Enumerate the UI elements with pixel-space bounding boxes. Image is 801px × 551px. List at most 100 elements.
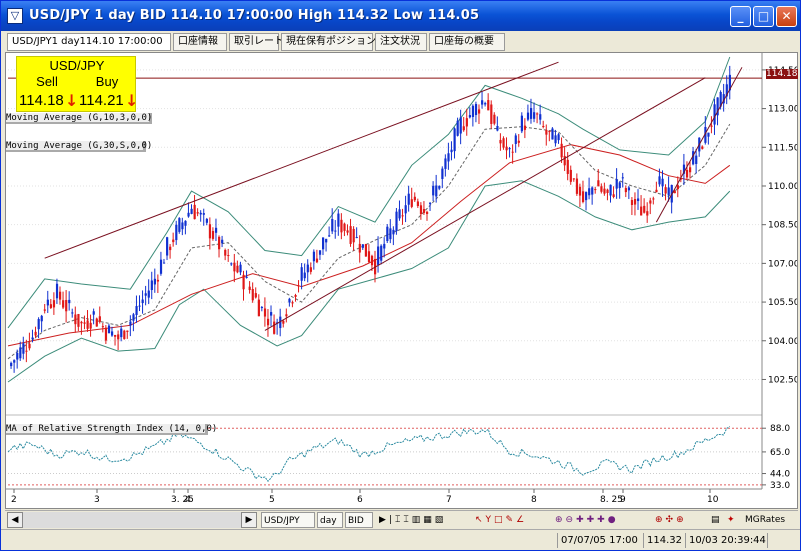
zoom-tools[interactable]: ⊕⊖✚✚✚●: [555, 515, 619, 525]
candle-body: [355, 237, 358, 239]
candle-body: [383, 243, 386, 249]
tab-order-status[interactable]: 注文状況: [375, 33, 427, 51]
candle-body: [505, 146, 508, 151]
candle-body: [640, 206, 643, 216]
candle-body: [13, 360, 16, 363]
indicator-label-rsi[interactable]: MA of Relative Strength Index (14, 0,0): [6, 424, 218, 435]
candle-body: [233, 262, 236, 272]
candle-body: [129, 321, 132, 326]
candle-body: [575, 178, 579, 194]
title-bar[interactable]: ▽ USD/JPY 1 day BID 114.10 17:00:00 High…: [1, 1, 800, 31]
bollinger-lower-band: [7, 180, 731, 383]
candle-body: [214, 227, 218, 233]
candle-body: [465, 118, 468, 127]
candle-body: [551, 128, 554, 140]
print-icon[interactable]: ▤: [711, 515, 720, 525]
candle-body: [597, 180, 600, 187]
candle-body: [34, 331, 37, 336]
sell-price[interactable]: 114.18: [19, 92, 64, 109]
candle-body: [591, 187, 594, 195]
candle-body: [419, 205, 423, 215]
tab-account-summary[interactable]: 口座毎の概要: [429, 33, 505, 51]
quote-panel[interactable]: USD/JPY Sell Buy 114.18 114.21 ↓ ↓: [16, 56, 138, 112]
chart-style-tools[interactable]: ▶|⌶⌶▥▦▧: [379, 515, 447, 525]
period-select[interactable]: day: [317, 512, 343, 528]
candle-body: [138, 305, 141, 307]
tab-chart[interactable]: USD/JPY1 day114.10 17:00:00: [7, 33, 171, 51]
candle-body: [205, 218, 208, 223]
candle-body: [410, 199, 413, 207]
buy-price[interactable]: 114.21: [79, 92, 124, 109]
symbol-select[interactable]: USD/JPY: [261, 512, 315, 528]
candle-body: [529, 108, 533, 119]
price-tick-label: 108.50: [768, 221, 797, 231]
candle-body: [609, 184, 612, 196]
candle-body: [367, 251, 371, 262]
candle-body: [578, 186, 582, 196]
horizontal-scrollbar[interactable]: [23, 512, 241, 528]
sell-label[interactable]: Sell: [36, 74, 58, 89]
candle-body: [175, 224, 178, 241]
indicator-label-ma-fast[interactable]: Moving Average (G,10,3,0,0): [6, 113, 153, 124]
candle-body: [664, 187, 667, 194]
price-type-select[interactable]: BID: [345, 512, 373, 528]
candle-body: [251, 289, 254, 301]
candle-body: [536, 113, 539, 115]
indicator-label-ma-slow[interactable]: Moving Average (G,30,S,0,0): [6, 141, 153, 152]
candle-body: [242, 274, 245, 290]
candle-body: [496, 126, 499, 131]
candle-body: [55, 283, 59, 299]
buy-label[interactable]: Buy: [95, 74, 119, 89]
chart-area[interactable]: 114.50113.00111.50110.00108.50107.00105.…: [5, 52, 798, 509]
candle-body: [230, 263, 233, 265]
drawing-tools[interactable]: ↖Y□✎∠: [475, 515, 528, 525]
candle-body: [86, 320, 89, 329]
candle-body: [65, 300, 68, 312]
candle-body: [643, 205, 646, 213]
candle-body: [618, 182, 621, 189]
candle-body: [447, 153, 450, 162]
candle-body: [358, 243, 361, 253]
candle-body: [468, 115, 472, 118]
candle-body: [398, 209, 401, 219]
status-time: 10/03 20:39:44: [685, 533, 766, 548]
candle-body: [389, 228, 392, 240]
settings-icon[interactable]: ✦: [727, 515, 735, 525]
minimize-button[interactable]: _: [730, 6, 751, 27]
candle-body: [453, 128, 456, 152]
tab-account-info[interactable]: 口座情報: [173, 33, 227, 51]
candle-body: [588, 188, 591, 196]
candle-body: [725, 84, 728, 97]
candle-body: [499, 139, 502, 144]
status-price: 114.32: [643, 533, 683, 548]
candle-body: [646, 211, 649, 216]
candle-body: [270, 312, 273, 316]
candle-body: [325, 238, 328, 243]
candle-body: [132, 314, 135, 321]
price-tick-label: 113.00: [768, 105, 797, 115]
navigation-tools[interactable]: ⊕✣⊕: [655, 515, 687, 525]
candle-body: [624, 188, 627, 193]
close-button[interactable]: ✕: [776, 6, 797, 27]
candle-body: [169, 246, 172, 251]
candle-body: [141, 299, 144, 304]
moving-average-fast: [7, 123, 731, 360]
tab-open-positions[interactable]: 現在保有ポジション: [281, 33, 376, 51]
time-tick-label: 3. 25: [171, 495, 194, 505]
candle-body: [429, 202, 432, 204]
candle-body: [162, 262, 166, 264]
scroll-right-button[interactable]: ▶: [241, 512, 257, 528]
price-chart[interactable]: 114.50113.00111.50110.00108.50107.00105.…: [6, 53, 797, 508]
maximize-button[interactable]: □: [753, 6, 774, 27]
time-tick-label: 3: [94, 495, 100, 505]
candle-body: [89, 322, 92, 329]
tab-trading-rates[interactable]: 取引レート: [229, 33, 284, 51]
candle-body: [193, 204, 196, 220]
candle-body: [713, 104, 716, 125]
price-tick-label: 104.00: [768, 337, 797, 347]
candle-body: [701, 146, 704, 149]
candle-body: [352, 228, 355, 243]
candle-body: [178, 218, 181, 232]
scroll-left-button[interactable]: ◀: [7, 512, 23, 528]
candle-body: [682, 164, 686, 174]
